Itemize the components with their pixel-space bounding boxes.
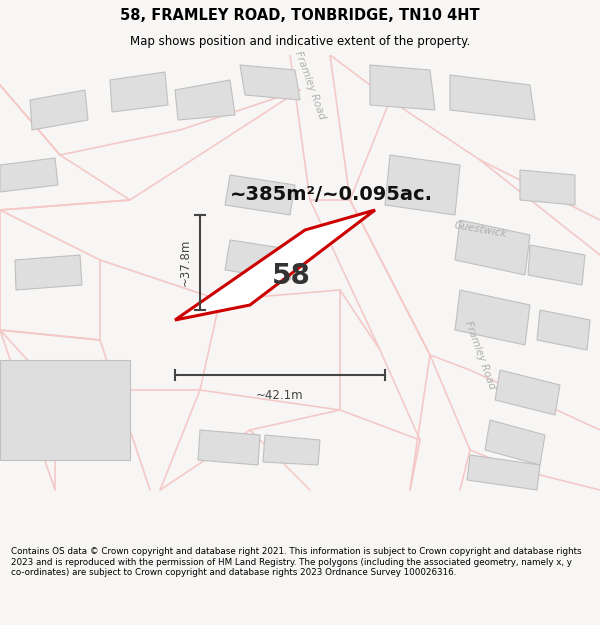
- Text: Framley Road: Framley Road: [293, 49, 327, 121]
- Polygon shape: [495, 370, 560, 415]
- Polygon shape: [385, 155, 460, 215]
- Text: Guestwick: Guestwick: [453, 221, 507, 239]
- Text: 58, FRAMLEY ROAD, TONBRIDGE, TN10 4HT: 58, FRAMLEY ROAD, TONBRIDGE, TN10 4HT: [120, 8, 480, 23]
- Polygon shape: [467, 455, 540, 490]
- Text: ~37.8m: ~37.8m: [179, 239, 192, 286]
- Polygon shape: [485, 420, 545, 465]
- Polygon shape: [225, 240, 295, 280]
- Polygon shape: [450, 75, 535, 120]
- Text: ~42.1m: ~42.1m: [256, 389, 304, 402]
- Polygon shape: [537, 310, 590, 350]
- Polygon shape: [15, 255, 82, 290]
- Polygon shape: [370, 65, 435, 110]
- Text: Framley Road: Framley Road: [463, 319, 497, 391]
- Polygon shape: [455, 220, 530, 275]
- Polygon shape: [175, 210, 375, 320]
- Polygon shape: [30, 90, 88, 130]
- Polygon shape: [198, 430, 260, 465]
- Text: ~385m²/~0.095ac.: ~385m²/~0.095ac.: [230, 186, 433, 204]
- Polygon shape: [175, 80, 235, 120]
- Polygon shape: [455, 290, 530, 345]
- Polygon shape: [225, 175, 295, 215]
- Polygon shape: [263, 435, 320, 465]
- Text: 58: 58: [272, 262, 311, 290]
- Polygon shape: [0, 158, 58, 192]
- Polygon shape: [0, 360, 130, 460]
- Polygon shape: [520, 170, 575, 205]
- Polygon shape: [110, 72, 168, 112]
- Polygon shape: [240, 65, 300, 100]
- Text: Contains OS data © Crown copyright and database right 2021. This information is : Contains OS data © Crown copyright and d…: [11, 548, 581, 578]
- Polygon shape: [528, 245, 585, 285]
- Text: Map shows position and indicative extent of the property.: Map shows position and indicative extent…: [130, 35, 470, 48]
